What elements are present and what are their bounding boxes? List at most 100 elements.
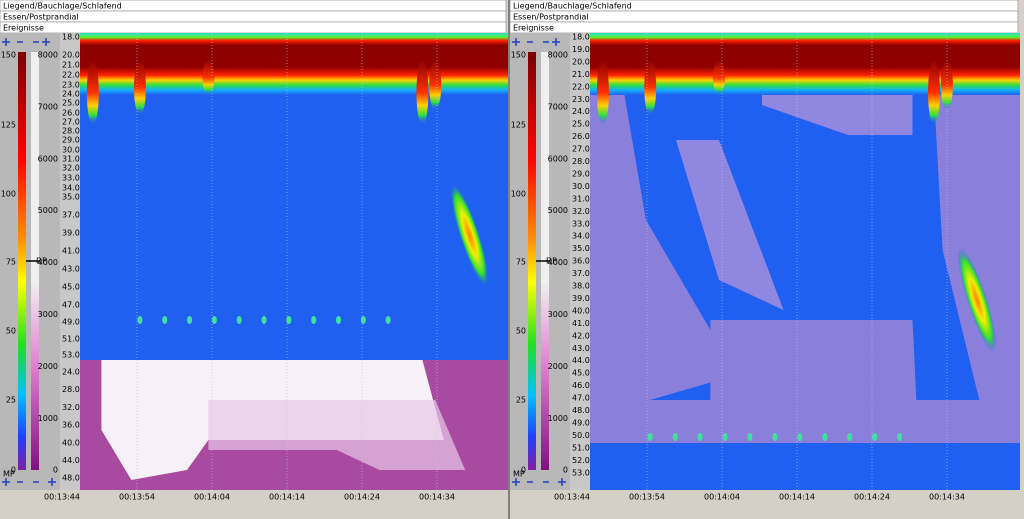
time-label: 00:13:54 xyxy=(119,493,155,502)
depth-label: 26.0 xyxy=(572,132,590,141)
color-label: 3000 xyxy=(38,310,58,319)
pressure-label: 75 xyxy=(516,258,526,267)
color-label: 5000 xyxy=(38,206,58,215)
depth-label: 37.0 xyxy=(572,269,590,278)
pressure-spike xyxy=(416,60,429,125)
color-label: 2000 xyxy=(548,362,568,371)
depth-label: 47.0 xyxy=(572,394,590,403)
depth-label: 46.0 xyxy=(572,381,590,390)
color-label: 4000 xyxy=(38,258,58,267)
depth-label: 49.0 xyxy=(572,418,590,427)
marker-label: DP xyxy=(546,257,557,266)
header-row xyxy=(0,21,507,34)
depth-label: 26.0 xyxy=(62,109,80,118)
depth-label: 36.0 xyxy=(62,421,80,430)
marker-label: MP xyxy=(513,470,525,479)
purple-region xyxy=(762,95,913,135)
purple-region xyxy=(710,320,917,410)
purple-region xyxy=(590,95,719,420)
color-label: 6000 xyxy=(38,154,58,163)
color-label: 3000 xyxy=(548,310,568,319)
pressure-blob xyxy=(450,182,489,288)
pressure-label: 100 xyxy=(1,190,16,199)
depth-label: 24.0 xyxy=(62,368,80,377)
pressure-dot xyxy=(822,433,828,441)
depth-label: 44.0 xyxy=(572,356,590,365)
purple-region xyxy=(590,400,1020,443)
pressure-dot xyxy=(747,433,753,441)
purple-region xyxy=(934,95,1020,443)
pressure-dot xyxy=(236,316,242,324)
marker-label: DP xyxy=(36,257,47,266)
depth-label: 36.0 xyxy=(572,257,590,266)
depth-label: 34.0 xyxy=(572,232,590,241)
pressure-label: 125 xyxy=(1,121,16,130)
depth-label: 20.0 xyxy=(62,51,80,60)
color-label: 4000 xyxy=(548,258,568,267)
pressure-label: 150 xyxy=(511,51,526,60)
header-text: Essen/Postprandial xyxy=(3,13,79,22)
color-label: 7000 xyxy=(548,102,568,111)
depth-label: 28.0 xyxy=(572,157,590,166)
depth-label: 33.0 xyxy=(62,174,80,183)
time-label: 00:14:14 xyxy=(779,493,815,502)
pressure-spike xyxy=(644,60,657,115)
time-label: 00:14:34 xyxy=(929,493,965,502)
depth-label: 49.0 xyxy=(62,318,80,327)
pressure-dot xyxy=(872,433,878,441)
color-bar xyxy=(528,52,536,470)
pressure-spike xyxy=(596,60,609,125)
depth-label: 31.0 xyxy=(572,194,590,203)
pressure-dot xyxy=(847,433,853,441)
depth-label: 45.0 xyxy=(572,369,590,378)
pressure-dot xyxy=(211,316,217,324)
pressure-label: 25 xyxy=(6,396,16,405)
pressure-spike xyxy=(133,60,146,115)
pressure-spike xyxy=(202,60,215,95)
depth-label: 39.0 xyxy=(62,229,80,238)
depth-label: 30.0 xyxy=(572,182,590,191)
pressure-dot xyxy=(385,316,391,324)
pressure-spike xyxy=(713,60,725,95)
color-label: 2000 xyxy=(38,362,58,371)
time-label: 00:14:04 xyxy=(704,493,740,502)
depth-label: 38.0 xyxy=(572,282,590,291)
depth-label: 18.0 xyxy=(572,33,590,42)
pressure-dot xyxy=(672,433,678,441)
depth-label: 24.0 xyxy=(572,107,590,116)
purple-region xyxy=(676,140,784,310)
pressure-spike xyxy=(429,60,442,110)
pressure-dot xyxy=(772,433,778,441)
pressure-label: 50 xyxy=(516,327,526,336)
pressure-label: 25 xyxy=(516,396,526,405)
color-bar xyxy=(18,52,26,470)
depth-label: 35.0 xyxy=(62,193,80,202)
pressure-label: 125 xyxy=(511,121,526,130)
time-label: 00:13:44 xyxy=(44,493,80,502)
time-label: 00:14:24 xyxy=(344,493,380,502)
depth-label: 33.0 xyxy=(572,219,590,228)
pressure-dot xyxy=(722,433,728,441)
depth-label: 37.0 xyxy=(62,211,80,220)
depth-label: 52.0 xyxy=(572,456,590,465)
depth-label: 43.0 xyxy=(62,265,80,274)
depth-label: 32.0 xyxy=(62,164,80,173)
color-label: 1000 xyxy=(38,414,58,423)
time-label: 00:13:44 xyxy=(554,493,590,502)
depth-label: 35.0 xyxy=(572,244,590,253)
pressure-dot xyxy=(797,433,803,441)
depth-label: 47.0 xyxy=(62,301,80,310)
depth-label: 21.0 xyxy=(572,70,590,79)
header-row xyxy=(509,21,1019,34)
depth-label: 29.0 xyxy=(62,136,80,145)
header-text: Essen/Postprandial xyxy=(513,13,589,22)
depth-label: 51.0 xyxy=(62,335,80,344)
time-label: 00:14:24 xyxy=(854,493,890,502)
depth-label: 28.0 xyxy=(62,385,80,394)
pressure-label: 100 xyxy=(511,190,526,199)
depth-label: 43.0 xyxy=(572,344,590,353)
depth-label: 53.0 xyxy=(572,468,590,477)
depth-label: 29.0 xyxy=(572,169,590,178)
depth-label: 23.0 xyxy=(62,81,80,90)
